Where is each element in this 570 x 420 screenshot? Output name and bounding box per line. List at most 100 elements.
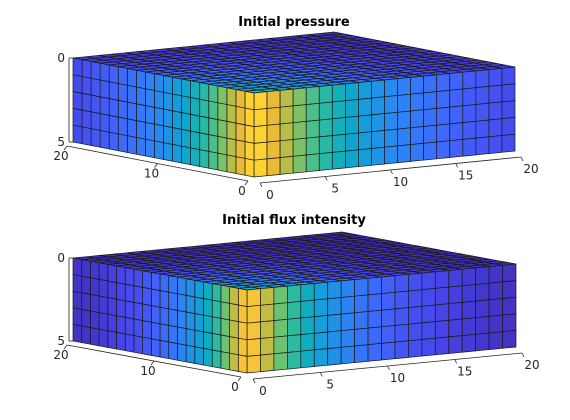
x-tick-label: 15 <box>458 169 473 183</box>
side-cell <box>159 323 170 343</box>
front-cell <box>434 270 450 289</box>
y-tick-mark <box>154 163 158 168</box>
front-cell <box>436 123 451 143</box>
front-cell <box>253 91 268 111</box>
front-cell <box>475 282 490 302</box>
side-cell <box>211 332 222 353</box>
side-cell <box>90 77 101 98</box>
front-cell <box>260 336 275 356</box>
side-cell <box>124 333 135 353</box>
side-cell <box>98 262 109 282</box>
front-cell <box>436 106 451 126</box>
front-cell <box>287 301 302 320</box>
front-cell <box>381 325 396 344</box>
front-cell <box>449 122 464 142</box>
side-cell <box>108 81 119 101</box>
side-cell <box>72 124 83 145</box>
front-cell <box>367 326 382 346</box>
front-cell <box>488 84 503 104</box>
front-cell <box>449 71 464 91</box>
side-cell <box>142 320 152 340</box>
front-cell <box>260 287 275 306</box>
side-cell <box>194 279 204 300</box>
side-face-x0 <box>72 57 255 178</box>
front-cell <box>461 267 476 287</box>
side-cell <box>154 106 164 127</box>
front-cell <box>266 140 281 160</box>
front-cell <box>340 345 355 365</box>
front-cell <box>421 288 436 307</box>
y-tick-label: 0 <box>231 380 239 394</box>
side-cell <box>237 337 248 357</box>
front-cell <box>266 90 281 109</box>
side-cell <box>235 156 246 176</box>
side-cell <box>229 286 239 306</box>
front-cell <box>448 268 463 288</box>
front-cell <box>384 145 398 165</box>
side-cell <box>177 276 187 296</box>
front-cell <box>300 349 315 369</box>
side-cell <box>244 124 255 144</box>
front-cell <box>358 80 372 100</box>
front-cell <box>502 296 517 316</box>
front-cell <box>436 73 451 92</box>
front-cell <box>318 152 333 171</box>
front-cell <box>448 285 463 305</box>
side-cell <box>90 310 100 330</box>
front-cell <box>501 66 516 86</box>
side-cell <box>117 66 128 86</box>
front-cell <box>488 264 503 284</box>
side-cell <box>190 80 201 100</box>
front-cell <box>260 320 275 339</box>
side-cell <box>72 74 83 94</box>
x-tick-label: 5 <box>331 182 339 196</box>
side-cell <box>126 135 137 155</box>
chart-title: Initial pressure <box>238 15 350 30</box>
side-cell <box>244 107 255 128</box>
front-cell <box>345 115 359 135</box>
side-cell <box>107 263 117 284</box>
side-cell <box>142 270 152 290</box>
front-cell <box>313 298 329 318</box>
front-cell <box>434 303 450 322</box>
side-cell <box>133 268 143 288</box>
front-cell <box>273 285 288 305</box>
front-cell <box>461 317 476 336</box>
front-cell <box>488 135 503 154</box>
side-cell <box>203 347 213 368</box>
side-cell <box>98 312 109 332</box>
side-cell <box>237 354 248 374</box>
front-cell <box>358 148 372 167</box>
front-cell <box>246 304 261 324</box>
side-cell <box>142 303 152 323</box>
initial-pressure-chart: Initial pressure 0 5 0 5 10 15 20 0 10 20 <box>53 15 538 202</box>
z-tick-label: 0 <box>57 251 65 265</box>
side-cell <box>145 71 155 91</box>
side-cell <box>211 349 222 369</box>
y-tick-mark <box>63 145 68 151</box>
front-cell <box>384 78 398 98</box>
side-face-x0 <box>72 257 248 374</box>
front-cell <box>300 283 315 302</box>
front-cell <box>327 280 342 300</box>
x-tick-mark <box>454 359 458 364</box>
side-cell <box>199 115 210 136</box>
front-cell <box>475 86 490 105</box>
side-cell <box>181 78 191 98</box>
side-cell <box>229 352 239 372</box>
x-tick-label: 0 <box>266 188 274 202</box>
front-cell <box>354 344 369 363</box>
front-cell <box>305 86 320 105</box>
side-cell <box>133 335 143 355</box>
front-cell <box>305 153 320 173</box>
front-cell <box>410 92 424 112</box>
side-cell <box>99 130 110 150</box>
side-cell <box>81 308 91 329</box>
side-cell <box>168 291 178 311</box>
side-cell <box>117 133 128 153</box>
side-cell <box>226 87 237 107</box>
side-cell <box>72 274 83 294</box>
front-cell <box>331 83 346 103</box>
axes: 0 5 0 5 10 15 20 0 10 20 <box>53 251 539 398</box>
